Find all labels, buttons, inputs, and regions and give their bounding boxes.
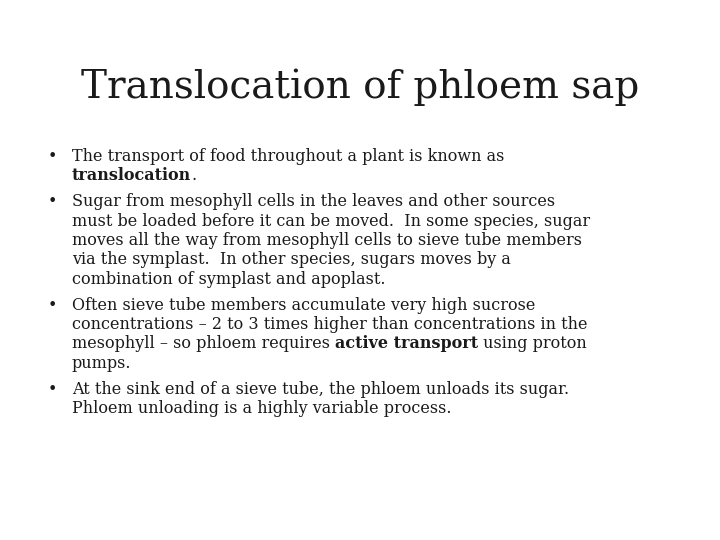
Text: active transport: active transport: [335, 335, 478, 353]
Text: using proton: using proton: [478, 335, 587, 353]
Text: moves all the way from mesophyll cells to sieve tube members: moves all the way from mesophyll cells t…: [72, 232, 582, 249]
Text: pumps.: pumps.: [72, 355, 132, 372]
Text: translocation: translocation: [72, 167, 192, 185]
Text: •: •: [48, 381, 58, 397]
Text: Sugar from mesophyll cells in the leaves and other sources: Sugar from mesophyll cells in the leaves…: [72, 193, 555, 210]
Text: •: •: [48, 296, 58, 314]
Text: •: •: [48, 193, 58, 210]
Text: Translocation of phloem sap: Translocation of phloem sap: [81, 68, 639, 105]
Text: The transport of food throughout a plant is known as: The transport of food throughout a plant…: [72, 148, 505, 165]
Text: must be loaded before it can be moved.  In some species, sugar: must be loaded before it can be moved. I…: [72, 213, 590, 230]
Text: via the symplast.  In other species, sugars moves by a: via the symplast. In other species, suga…: [72, 252, 511, 268]
Text: •: •: [48, 148, 58, 165]
Text: Phloem unloading is a highly variable process.: Phloem unloading is a highly variable pr…: [72, 400, 451, 417]
Text: concentrations – 2 to 3 times higher than concentrations in the: concentrations – 2 to 3 times higher tha…: [72, 316, 588, 333]
Text: At the sink end of a sieve tube, the phloem unloads its sugar.: At the sink end of a sieve tube, the phl…: [72, 381, 569, 397]
Text: .: .: [192, 167, 197, 185]
Text: combination of symplast and apoplast.: combination of symplast and apoplast.: [72, 271, 385, 288]
Text: mesophyll – so phloem requires: mesophyll – so phloem requires: [72, 335, 335, 353]
Text: Often sieve tube members accumulate very high sucrose: Often sieve tube members accumulate very…: [72, 296, 536, 314]
